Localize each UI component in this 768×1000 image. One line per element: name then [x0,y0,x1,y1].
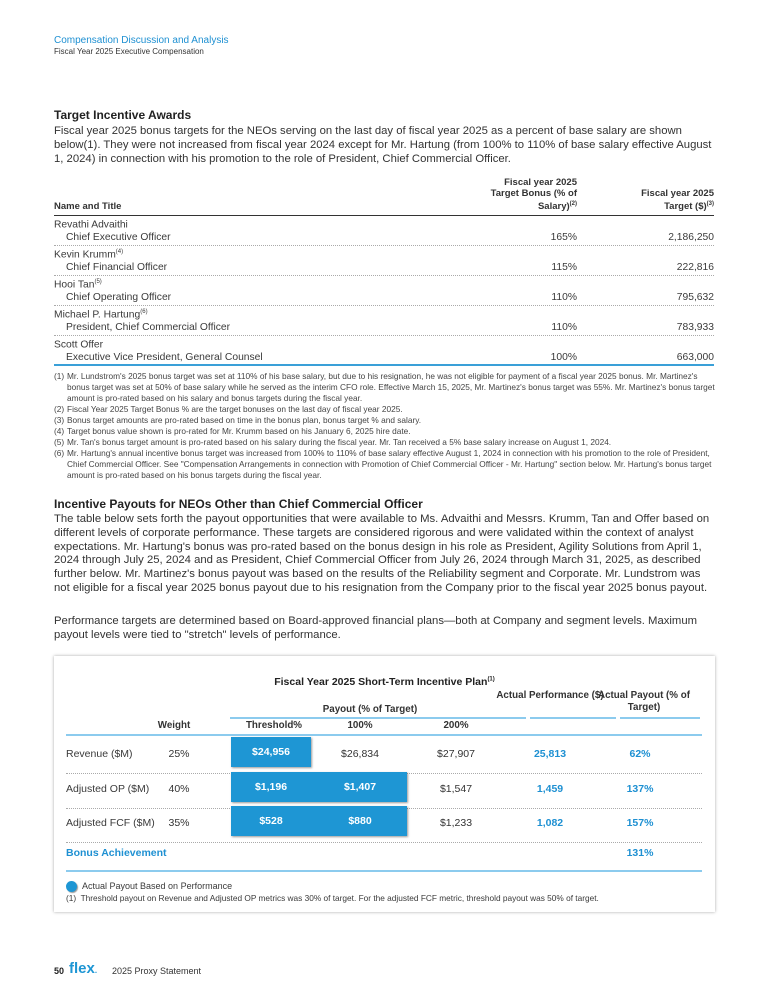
target-value: $26,834 [341,748,379,760]
payouts-p1: The table below sets forth the payout op… [54,513,710,594]
page-number: 50 [54,966,65,976]
target-value: $1,407 [343,781,377,793]
payouts-title: Incentive Payouts for NEOs Other than Ch… [54,497,423,511]
table-row: Kevin Krumm(4) Chief Financial Officer 1… [54,246,714,276]
target-pct: 100% [550,352,577,363]
target-pct: 115% [551,262,577,273]
col-threshold: Threshold% [245,720,303,731]
target-title: Target Incentive Awards [54,108,192,122]
col-actual: Actual Performance ($) [496,690,604,701]
header-section: Compensation Discussion and Analysis [54,35,229,46]
exec-name: Scott Offer [54,339,104,351]
payout-bar: $24,956 [231,737,311,767]
max-value: $1,233 [439,817,473,829]
header-subsection: Fiscal Year 2025 Executive Compensation [54,47,204,56]
table-header: Name and Title Fiscal year 2025 Target B… [54,176,714,216]
max-value: $27,907 [437,748,475,760]
target-amount: 663,000 [676,352,714,363]
exec-name: Kevin Krumm(4) [54,249,124,261]
footnote: (3) Bonus target amounts are pro-rated ba… [54,415,422,425]
table-row: Hooi Tan(5) Chief Operating Officer 110%… [54,276,714,306]
target-amount: 2,186,250 [668,232,714,243]
actual-payout: 137% [626,783,654,795]
target-amount: 795,632 [676,292,714,303]
threshold-value: $528 [259,815,283,827]
metric-label: Revenue ($M) [66,748,133,760]
actual-payout: 157% [626,817,654,829]
footnote: (2) Fiscal Year 2025 Target Bonus % are t… [54,404,403,414]
bonus-value: 131% [626,847,654,859]
metric-label: Adjusted OP ($M) [66,783,150,795]
target-intro: Fiscal year 2025 bonus targets for the N… [54,125,712,165]
target-amount: 783,933 [676,322,714,333]
exec-title: Chief Executive Officer [66,232,171,243]
incentive-plan-card: Fiscal Year 2025 Short-Term Incentive Pl… [54,656,715,912]
col-amount: Fiscal year 2025 Target ($)(3) [641,187,714,212]
actual-performance: 1,082 [536,817,564,829]
table-row: Michael P. Hartung(6) President, Chief C… [54,306,714,336]
exec-title: Chief Operating Officer [66,292,172,303]
flex-logo: flex. [69,960,98,977]
doc-title: 2025 Proxy Statement [112,966,202,976]
plan-title: Fiscal Year 2025 Short-Term Incentive Pl… [274,676,495,688]
table-row: Revathi Advaithi Chief Executive Officer… [54,216,714,246]
threshold-value: $1,196 [254,781,288,793]
metric-label: Adjusted FCF ($M) [66,817,155,829]
payouts-p2: Performance targets are determined based… [54,615,698,641]
footnote: (1) Mr. Lundstrom's 2025 bonus target was… [54,371,715,403]
payout-bar: $1,196 $1,407 [231,772,407,802]
actual-performance: 1,459 [536,783,564,795]
col-200: 200% [443,720,469,731]
threshold-value: $24,956 [252,746,290,758]
col-name: Name and Title [54,201,122,212]
col-payout: Actual Payout (% of Target) [598,690,690,713]
bonus-label: Bonus Achievement [66,847,167,859]
target-pct: 110% [551,322,577,333]
exec-name: Michael P. Hartung(6) [54,309,148,321]
exec-title: Chief Financial Officer [66,262,168,273]
target-footnotes: (1) Mr. Lundstrom's 2025 bonus target was… [54,371,719,481]
target-pct: 110% [551,292,577,303]
exec-name: Hooi Tan(5) [54,279,102,291]
actual-payout: 62% [629,748,651,760]
exec-title: President, Chief Commercial Officer [66,322,231,333]
col-weight: Weight [157,720,191,731]
weight: 35% [168,817,190,829]
target-amount: 222,816 [676,262,714,273]
target-table: Name and Title Fiscal year 2025 Target B… [54,176,714,366]
target-value: $880 [348,815,372,827]
weight: 25% [168,748,190,760]
footnote: (5) Mr. Tan's bonus target amount is pro-… [54,437,612,447]
exec-name: Revathi Advaithi [54,219,128,231]
footnote: (4) Target bonus value shown is pro-rated… [54,426,411,436]
actual-performance: 25,813 [533,748,567,760]
payout-group-header: Payout (% of Target) [322,704,418,715]
weight: 40% [168,783,190,795]
plan-footnote: (1) Threshold payout on Revenue and Adju… [66,893,599,903]
col-pct: Fiscal year 2025 Target Bonus (% of Sala… [490,176,577,212]
target-pct: 165% [550,232,577,243]
max-value: $1,547 [439,783,473,795]
table-row: Scott Offer Executive Vice President, Ge… [54,336,714,366]
legend-dot-icon [66,881,77,892]
footnote: (6) Mr. Hartung's annual incentive bonus … [54,448,712,480]
payout-bar: $528 $880 [231,806,407,836]
exec-title: Executive Vice President, General Counse… [66,352,263,363]
col-100: 100% [347,720,373,731]
legend-label: Actual Payout Based on Performance [82,881,233,891]
